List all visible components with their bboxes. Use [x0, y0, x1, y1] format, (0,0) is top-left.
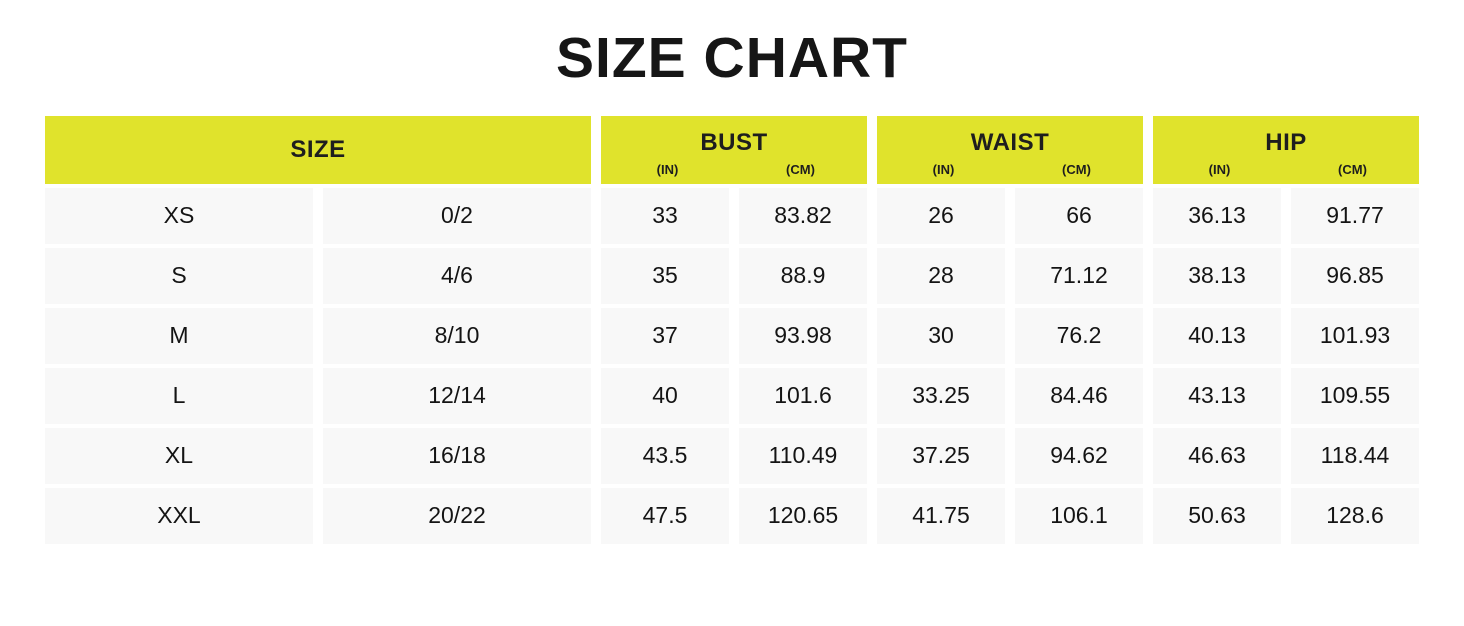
cell-size-letter: S	[45, 247, 313, 304]
cell-bust-in: 47.5	[601, 487, 729, 544]
header-label-size: SIZE	[290, 135, 346, 163]
cell-hip-cm: 91.77	[1291, 187, 1419, 244]
cell-bust-in: 40	[601, 367, 729, 424]
cell-waist-in: 33.25	[877, 367, 1005, 424]
cell-bust-in: 33	[601, 187, 729, 244]
cell-size-number: 4/6	[323, 247, 591, 304]
cell-hip-cm: 118.44	[1291, 427, 1419, 484]
cell-size-number: 12/14	[323, 367, 591, 424]
cell-hip-cm: 101.93	[1291, 307, 1419, 364]
cell-waist-in: 41.75	[877, 487, 1005, 544]
cell-bust-cm: 120.65	[739, 487, 867, 544]
cell-size-number: 8/10	[323, 307, 591, 364]
cell-hip-cm: 96.85	[1291, 247, 1419, 304]
header-label-bust: BUST	[700, 128, 768, 156]
cell-size-letter: L	[45, 367, 313, 424]
cell-size-letter: XXL	[45, 487, 313, 544]
cell-bust-cm: 110.49	[739, 427, 867, 484]
size-chart-table: SIZE BUST (IN) (CM) WAIST (IN) (CM) HIP …	[45, 115, 1419, 544]
column-header-waist: WAIST (IN) (CM)	[877, 115, 1143, 184]
cell-size-number: 16/18	[323, 427, 591, 484]
cell-hip-in: 40.13	[1153, 307, 1281, 364]
column-header-size: SIZE	[45, 115, 591, 184]
cell-bust-in: 35	[601, 247, 729, 304]
cell-bust-in: 43.5	[601, 427, 729, 484]
header-unit-hip-in: (IN)	[1208, 161, 1231, 177]
cell-bust-cm: 88.9	[739, 247, 867, 304]
header-units-waist: (IN) (CM)	[877, 162, 1143, 177]
cell-hip-in: 46.63	[1153, 427, 1281, 484]
cell-waist-in: 26	[877, 187, 1005, 244]
cell-bust-in: 37	[601, 307, 729, 364]
cell-hip-in: 50.63	[1153, 487, 1281, 544]
header-unit-waist-in: (IN)	[932, 161, 955, 177]
cell-hip-in: 43.13	[1153, 367, 1281, 424]
cell-bust-cm: 83.82	[739, 187, 867, 244]
header-units-bust: (IN) (CM)	[601, 162, 867, 177]
header-unit-hip-cm: (CM)	[1338, 161, 1367, 177]
cell-waist-cm: 71.12	[1015, 247, 1143, 304]
page-title: SIZE CHART	[556, 26, 908, 90]
header-label-hip: HIP	[1265, 128, 1307, 156]
cell-waist-in: 37.25	[877, 427, 1005, 484]
size-chart-page: SIZE CHART SIZE BUST (IN) (CM) WAIST (IN…	[0, 26, 1464, 544]
header-units-hip: (IN) (CM)	[1153, 162, 1419, 177]
cell-hip-cm: 109.55	[1291, 367, 1419, 424]
cell-waist-cm: 94.62	[1015, 427, 1143, 484]
cell-hip-in: 38.13	[1153, 247, 1281, 304]
cell-waist-cm: 84.46	[1015, 367, 1143, 424]
cell-size-letter: M	[45, 307, 313, 364]
cell-bust-cm: 101.6	[739, 367, 867, 424]
header-unit-bust-in: (IN)	[656, 161, 679, 177]
cell-waist-cm: 106.1	[1015, 487, 1143, 544]
cell-size-letter: XS	[45, 187, 313, 244]
cell-waist-in: 30	[877, 307, 1005, 364]
header-unit-bust-cm: (CM)	[786, 161, 815, 177]
cell-waist-in: 28	[877, 247, 1005, 304]
column-header-hip: HIP (IN) (CM)	[1153, 115, 1419, 184]
cell-hip-cm: 128.6	[1291, 487, 1419, 544]
cell-size-letter: XL	[45, 427, 313, 484]
cell-waist-cm: 66	[1015, 187, 1143, 244]
cell-bust-cm: 93.98	[739, 307, 867, 364]
cell-size-number: 20/22	[323, 487, 591, 544]
cell-waist-cm: 76.2	[1015, 307, 1143, 364]
header-label-waist: WAIST	[970, 128, 1050, 156]
cell-size-number: 0/2	[323, 187, 591, 244]
header-unit-waist-cm: (CM)	[1062, 161, 1091, 177]
cell-hip-in: 36.13	[1153, 187, 1281, 244]
column-header-bust: BUST (IN) (CM)	[601, 115, 867, 184]
